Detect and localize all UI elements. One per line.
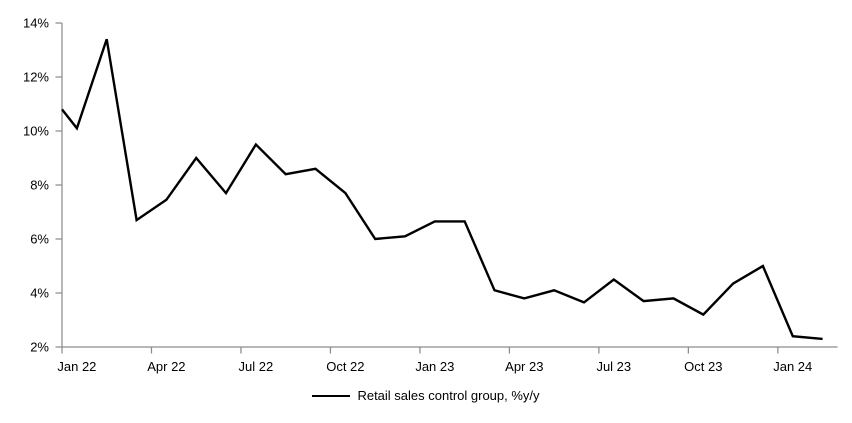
y-tick-label: 12% xyxy=(23,70,49,85)
x-tick-label: Jul 22 xyxy=(239,359,274,374)
data-line xyxy=(61,38,823,341)
y-axis-ticks: 2% 4% 6% 8% 10% 12% 14% xyxy=(23,16,62,355)
x-tick-label: Jan 24 xyxy=(773,359,812,374)
x-tick-label: Jan 23 xyxy=(415,359,454,374)
chart-legend: Retail sales control group, %y/y xyxy=(0,388,852,404)
y-tick-label: 10% xyxy=(23,124,49,139)
x-axis-ticks: Jan 22 Apr 22 Jul 22 Oct 22 Jan 23 Apr 23 Jul … xyxy=(57,347,812,374)
x-tick-label: Apr 22 xyxy=(147,359,185,374)
x-tick-label: Jan 22 xyxy=(57,359,96,374)
x-tick-label: Oct 22 xyxy=(326,359,364,374)
y-tick-label: 14% xyxy=(23,16,49,31)
legend-label: Retail sales control group, %y/y xyxy=(357,388,540,403)
y-tick-label: 2% xyxy=(30,340,49,355)
x-tick-label: Jul 23 xyxy=(596,359,631,374)
y-tick-label: 4% xyxy=(30,286,49,301)
y-tick-label: 8% xyxy=(30,178,49,193)
y-tick-label: 6% xyxy=(30,232,49,247)
x-tick-label: Apr 23 xyxy=(505,359,543,374)
legend-line-sample-icon xyxy=(312,395,351,397)
x-tick-label: Oct 23 xyxy=(684,359,722,374)
